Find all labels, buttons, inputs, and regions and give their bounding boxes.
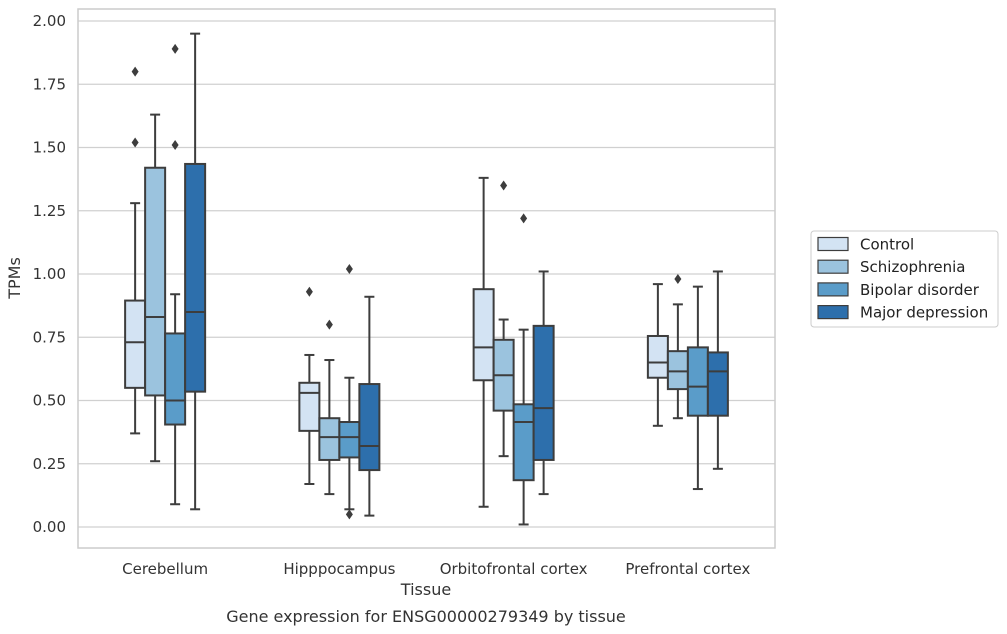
y-tick-label: 1.25 <box>33 202 66 220</box>
box <box>338 421 361 459</box>
legend-label: Bipolar disorder <box>860 281 980 299</box>
box-group <box>338 263 361 520</box>
box-group <box>472 176 495 508</box>
legend-swatch <box>817 305 849 320</box>
legend-swatch <box>817 259 849 274</box>
boxes <box>124 32 729 526</box>
legend-label: Major depression <box>860 304 988 322</box>
box-group <box>298 286 321 485</box>
legend: Control Schizophrenia Bipolar disorder Majo… <box>810 230 999 328</box>
box <box>358 383 381 472</box>
outlier-point <box>500 180 508 191</box>
box-group <box>646 283 669 427</box>
box-group <box>512 213 535 526</box>
box <box>164 332 187 426</box>
legend-swatch <box>817 282 849 297</box>
box <box>124 299 147 389</box>
y-tick-label: 1.00 <box>33 265 66 283</box>
box <box>472 288 495 382</box>
y-tick-label: 0.75 <box>33 328 66 346</box>
gridlines <box>78 20 775 528</box>
box-group <box>686 285 709 491</box>
outlier-point <box>131 66 139 77</box>
outlier-point <box>520 213 528 224</box>
box <box>298 381 321 432</box>
outlier-point <box>131 137 139 148</box>
box <box>184 162 207 393</box>
box <box>706 351 729 417</box>
box-group <box>318 319 341 496</box>
x-tick-label: Orbitofrontal cortex <box>440 560 588 578</box>
legend-swatch <box>817 236 849 252</box>
x-tick-labels: Cerebellum Hipppocampus Orbitofrontal cort… <box>122 560 750 578</box>
box-group <box>706 270 729 470</box>
legend-items: Control Schizophrenia Bipolar disorder Majo… <box>817 236 988 322</box>
outlier-point <box>674 274 682 285</box>
outlier-point <box>171 139 179 150</box>
plot-frame <box>77 8 776 549</box>
box <box>532 324 555 461</box>
y-tick-label: 1.75 <box>33 75 66 93</box>
y-axis-label: TPMs <box>5 257 24 300</box>
x-axis-label: Tissue <box>400 580 451 599</box>
box-group <box>184 32 207 511</box>
y-tick-label: 0.25 <box>33 455 66 473</box>
chart-caption: Gene expression for ENSG00000279349 by t… <box>226 607 626 626</box>
outlier-point <box>325 319 333 330</box>
x-tick-label: Cerebellum <box>122 560 208 578</box>
y-tick-label: 2.00 <box>33 12 66 30</box>
y-tick-label: 0.50 <box>33 392 66 410</box>
outlier-point <box>171 43 179 54</box>
y-tick-label: 0.00 <box>33 518 66 536</box>
box-group <box>124 66 147 435</box>
box-group <box>358 295 381 517</box>
outlier-point <box>345 263 353 274</box>
y-tick-labels: 0.00 0.25 0.50 0.75 1.00 1.25 1.50 1.75 2.00 <box>33 12 66 536</box>
box <box>318 417 341 461</box>
box <box>144 166 167 397</box>
box <box>512 403 535 482</box>
x-tick-label: Hipppocampus <box>283 560 395 578</box>
box <box>686 346 709 417</box>
box-group <box>144 113 167 463</box>
box <box>646 334 669 379</box>
box-group <box>666 274 689 420</box>
legend-label: Schizophrenia <box>860 258 965 276</box>
outlier-point <box>345 509 353 520</box>
box-group <box>492 180 515 458</box>
y-tick-label: 1.50 <box>33 139 66 157</box>
outlier-point <box>305 286 313 297</box>
x-tick-label: Prefrontal cortex <box>625 560 750 578</box>
box-group <box>532 270 555 496</box>
box <box>666 350 689 391</box>
legend-frame <box>810 230 999 328</box>
legend-label: Control <box>860 236 914 254</box>
